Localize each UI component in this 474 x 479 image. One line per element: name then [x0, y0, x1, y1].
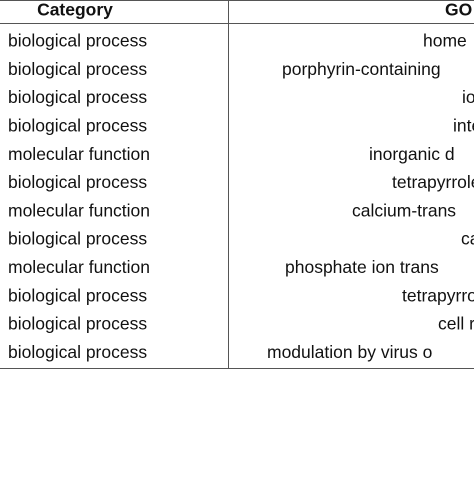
category-cell: molecular function [8, 200, 150, 220]
category-cell: biological process [8, 342, 147, 362]
category-cell: biological process [8, 87, 147, 107]
category-cell: molecular function [8, 144, 150, 164]
header-cell: Category [37, 0, 113, 20]
category-cell: biological process [8, 31, 147, 51]
go-cell: tetrapyrrole [392, 172, 474, 192]
go-cell: io [462, 87, 474, 107]
go-cell: ca [461, 229, 474, 249]
category-cell: biological process [8, 59, 147, 79]
go-cell: cell re [438, 314, 474, 334]
go-cell: porphyrin-containing [282, 59, 441, 79]
go-cell: home [423, 31, 467, 51]
category-cell: biological process [8, 116, 147, 136]
go-cell: inorganic d [369, 144, 455, 164]
go-cell: calcium-trans [352, 200, 456, 220]
category-cell: biological process [8, 285, 147, 305]
go-cell: phosphate ion trans [285, 257, 439, 277]
header-cell: GO [445, 0, 472, 20]
category-cell: biological process [8, 314, 147, 334]
go-cell: intera [453, 116, 474, 136]
category-cell: biological process [8, 229, 147, 249]
go-cell: tetrapyrrol [402, 285, 474, 305]
go-cell: modulation by virus o [267, 342, 432, 362]
category-cell: biological process [8, 172, 147, 192]
category-cell: molecular function [8, 257, 150, 277]
